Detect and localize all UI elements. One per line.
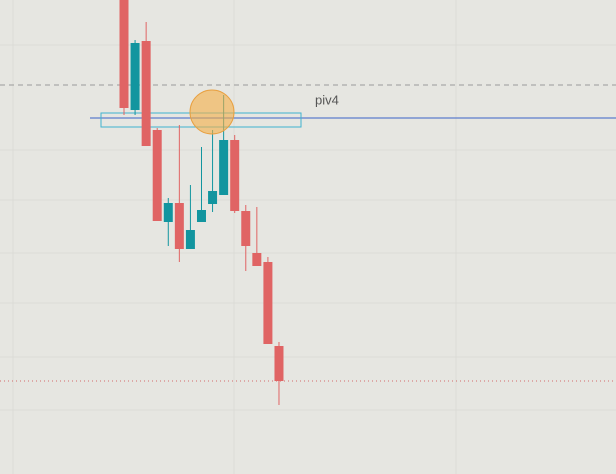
candle-body (274, 346, 284, 381)
candle-body (174, 203, 184, 249)
candle-body (241, 211, 251, 246)
candle-body (219, 140, 229, 195)
candle-body (119, 0, 129, 108)
pivot-label: piv4 (315, 92, 339, 107)
candle-body (141, 41, 151, 146)
candle-body (163, 203, 173, 222)
candle-body (130, 43, 140, 110)
candle-body (185, 230, 195, 249)
candle-body (196, 210, 206, 222)
candle-body (152, 130, 162, 221)
pivot-marker (189, 89, 235, 135)
candle-body (208, 191, 218, 204)
candle-body (230, 140, 240, 211)
candle-body (263, 262, 273, 344)
candle-body (252, 253, 262, 266)
